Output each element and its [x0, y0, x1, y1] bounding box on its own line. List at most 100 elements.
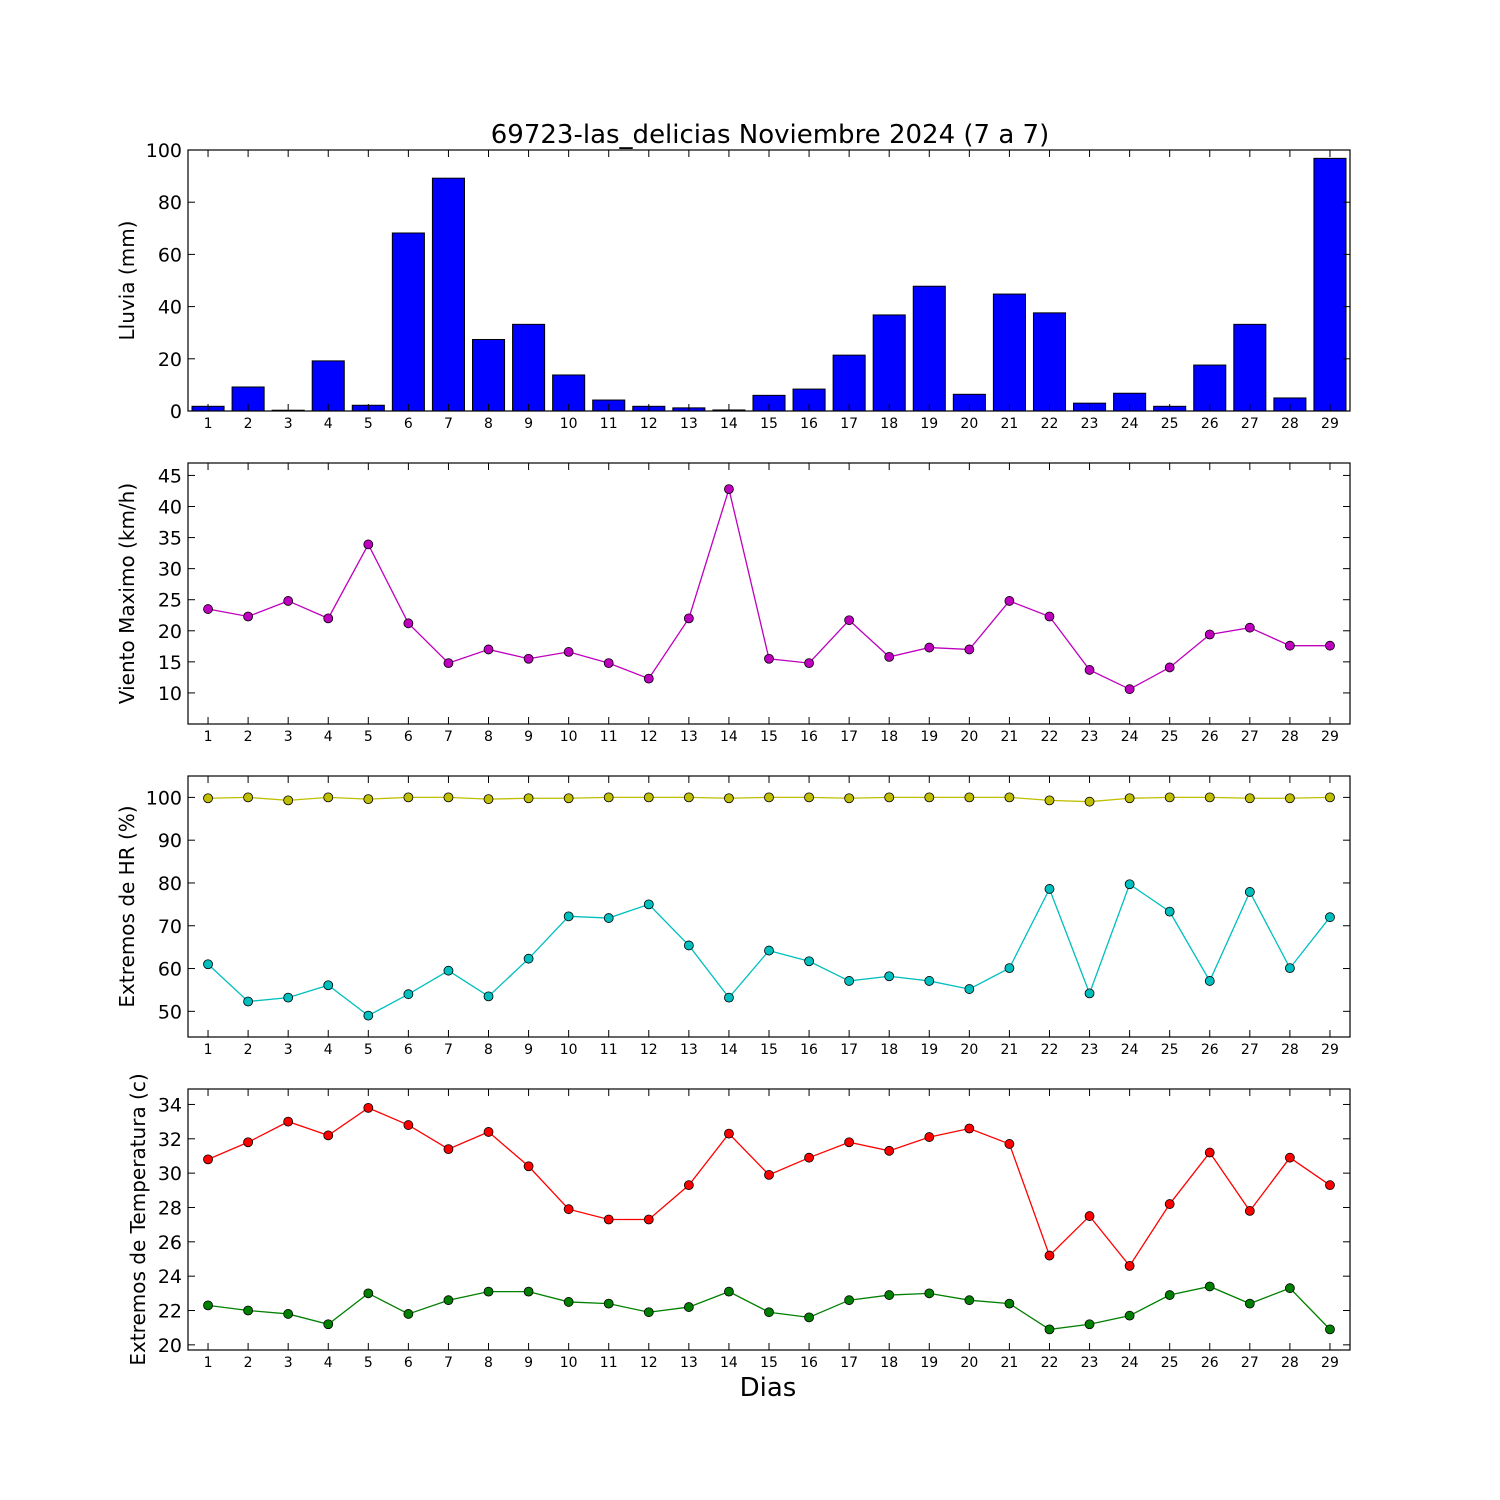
x-tick-label: 28	[1281, 1042, 1299, 1058]
data-point	[483, 991, 494, 1002]
x-tick-label: 24	[1121, 416, 1139, 432]
data-point	[323, 613, 334, 624]
data-point	[884, 1290, 895, 1300]
x-tick-label: 18	[880, 1042, 898, 1058]
data-point	[1325, 792, 1335, 803]
data-point	[1044, 611, 1055, 622]
x-tick-label: 16	[800, 729, 818, 745]
x-tick-label: 29	[1321, 729, 1339, 745]
data-point	[924, 792, 935, 803]
data-point	[1244, 887, 1255, 897]
y-tick-label: 40	[158, 497, 182, 519]
x-tick-label: 16	[800, 1042, 818, 1058]
data-point	[764, 1169, 774, 1180]
x-tick-label: 17	[840, 1355, 858, 1371]
data-point	[363, 794, 374, 804]
y-tick-label: 15	[158, 652, 182, 674]
y-axis-label: Lluvia (mm)	[115, 221, 139, 341]
x-tick-label: 11	[600, 1355, 618, 1371]
data-point	[1084, 796, 1095, 807]
data-point	[1325, 912, 1335, 923]
x-tick-label: 13	[680, 1042, 698, 1058]
data-point	[243, 996, 254, 1007]
data-point	[1004, 1139, 1015, 1149]
data-point	[563, 793, 574, 804]
x-tick-label: 12	[640, 729, 658, 745]
x-tick-label: 6	[404, 416, 413, 432]
x-tick-label: 15	[760, 1355, 778, 1371]
x-tick-label: 10	[560, 1042, 578, 1058]
x-tick-label: 16	[800, 416, 818, 432]
data-point	[523, 953, 534, 964]
x-tick-label: 23	[1081, 416, 1099, 432]
x-tick-label: 23	[1081, 1042, 1099, 1058]
x-tick-label: 7	[444, 416, 453, 432]
data-point	[724, 1128, 734, 1139]
data-point	[764, 945, 774, 956]
data-point	[1124, 793, 1135, 804]
x-tick-label: 6	[404, 729, 413, 745]
y-tick-label: 24	[158, 1266, 182, 1288]
x-tick-label: 19	[920, 729, 938, 745]
x-tick-label: 1	[204, 729, 213, 745]
x-tick-label: 20	[960, 416, 978, 432]
x-tick-label: 13	[680, 416, 698, 432]
rain-bar	[311, 360, 345, 412]
data-point	[403, 1120, 414, 1130]
y-tick-label: 34	[158, 1094, 182, 1116]
y-axis-label: Viento Maximo (km/h)	[115, 483, 139, 704]
x-tick-label: 12	[640, 1042, 658, 1058]
x-tick-label: 14	[720, 1355, 738, 1371]
x-tick-label: 2	[244, 1355, 253, 1371]
data-point	[1004, 963, 1015, 974]
x-tick-label: 9	[524, 729, 533, 745]
data-point	[884, 792, 895, 803]
data-point	[724, 793, 734, 804]
x-tick-label: 7	[444, 729, 453, 745]
x-tick-label: 17	[840, 1042, 858, 1058]
data-point	[683, 613, 694, 624]
x-tick-label: 11	[600, 416, 618, 432]
y-tick-label: 25	[158, 590, 182, 612]
x-tick-label: 20	[960, 1042, 978, 1058]
data-point	[283, 596, 294, 606]
y-tick-label: 45	[158, 465, 182, 487]
x-tick-label: 9	[524, 416, 533, 432]
data-point	[443, 965, 454, 976]
data-point	[643, 899, 654, 910]
data-point	[683, 792, 694, 803]
data-point	[603, 792, 614, 803]
data-point	[323, 980, 334, 991]
data-point	[964, 1123, 975, 1134]
x-tick-label: 3	[284, 729, 293, 745]
data-point	[724, 484, 734, 495]
y-tick-label: 100	[146, 787, 182, 809]
x-tick-label: 1	[204, 416, 213, 432]
x-tick-label: 3	[284, 1355, 293, 1371]
data-point	[1044, 795, 1055, 806]
y-tick-label: 70	[158, 916, 182, 938]
rain-bar	[1193, 364, 1227, 412]
data-point	[1285, 963, 1295, 974]
data-point	[924, 1288, 935, 1299]
x-tick-label: 15	[760, 416, 778, 432]
data-point	[844, 1137, 855, 1148]
data-point	[323, 1130, 334, 1141]
rain-bar	[431, 177, 465, 412]
y-tick-label: 20	[158, 1335, 182, 1357]
y-tick-label: 30	[158, 559, 182, 581]
x-tick-label: 16	[800, 1355, 818, 1371]
x-tick-label: 28	[1281, 729, 1299, 745]
data-point	[884, 651, 895, 662]
data-point	[563, 1204, 574, 1215]
data-point	[1164, 662, 1175, 673]
data-point	[243, 792, 254, 803]
x-tick-label: 24	[1121, 729, 1139, 745]
x-tick-label: 8	[484, 416, 493, 432]
data-point	[804, 792, 814, 803]
data-point	[1124, 1260, 1135, 1271]
data-point	[683, 1180, 694, 1191]
x-tick-label: 3	[284, 1042, 293, 1058]
